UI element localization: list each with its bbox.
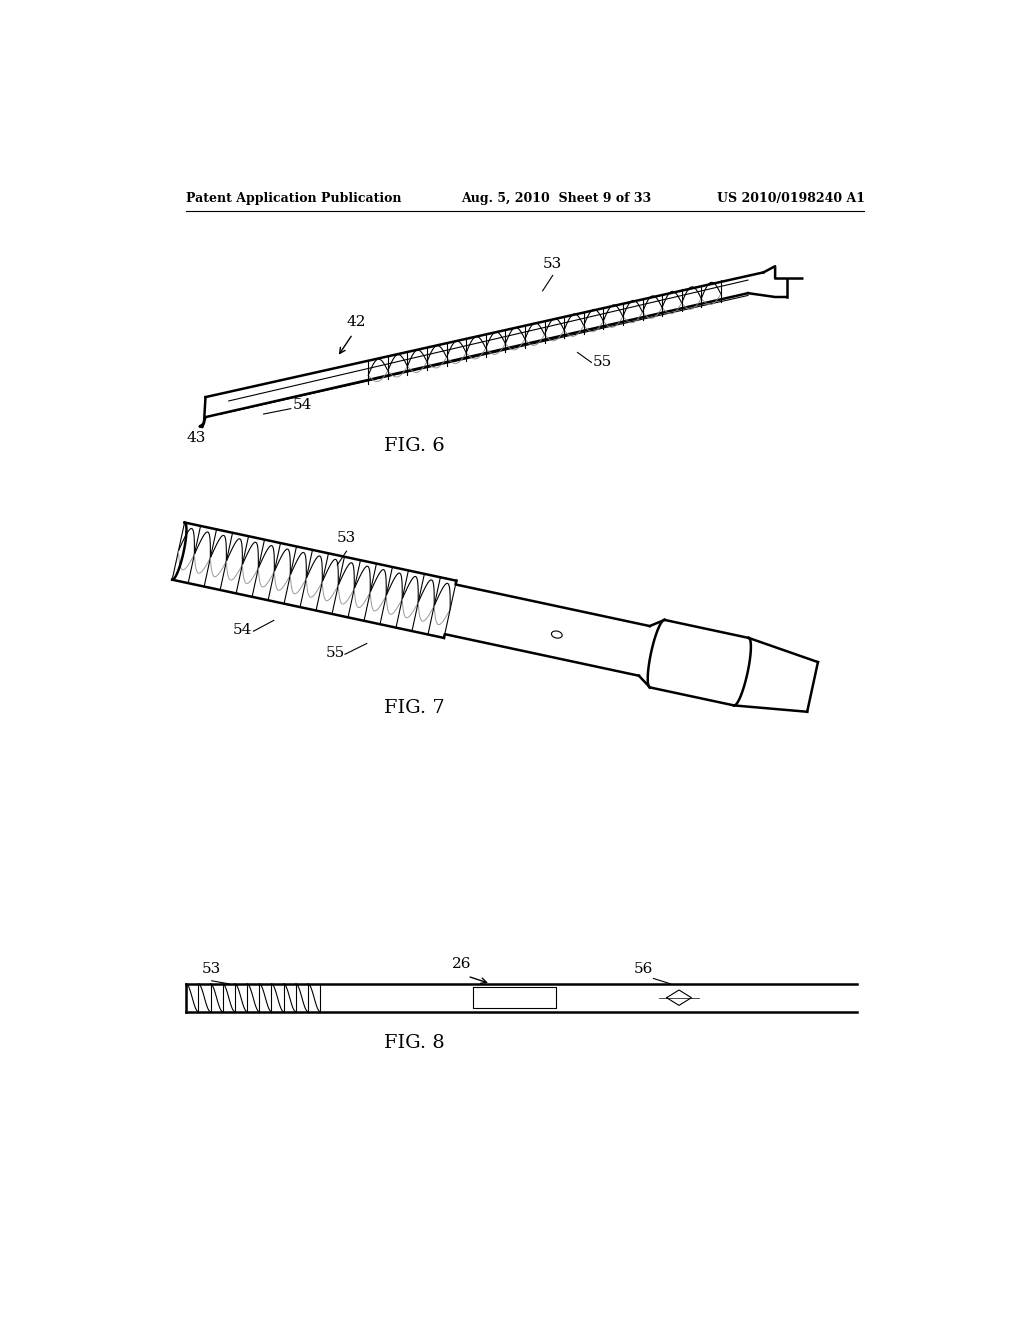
Text: FIG. 6: FIG. 6 (384, 437, 445, 455)
Text: 56: 56 (634, 962, 653, 975)
Text: 55: 55 (326, 647, 345, 660)
Text: 43: 43 (186, 430, 206, 445)
Text: 53: 53 (202, 962, 221, 975)
Text: 55: 55 (593, 355, 612, 370)
Text: 26: 26 (452, 957, 471, 972)
Text: US 2010/0198240 A1: US 2010/0198240 A1 (717, 191, 865, 205)
Text: FIG. 8: FIG. 8 (384, 1034, 445, 1052)
Text: 42: 42 (347, 315, 367, 329)
Text: FIG. 7: FIG. 7 (384, 698, 445, 717)
Text: Aug. 5, 2010  Sheet 9 of 33: Aug. 5, 2010 Sheet 9 of 33 (461, 191, 651, 205)
Text: 54: 54 (233, 623, 252, 638)
Text: 53: 53 (337, 531, 356, 545)
Text: 54: 54 (293, 397, 312, 412)
Text: Patent Application Publication: Patent Application Publication (186, 191, 401, 205)
Text: 53: 53 (543, 256, 562, 271)
